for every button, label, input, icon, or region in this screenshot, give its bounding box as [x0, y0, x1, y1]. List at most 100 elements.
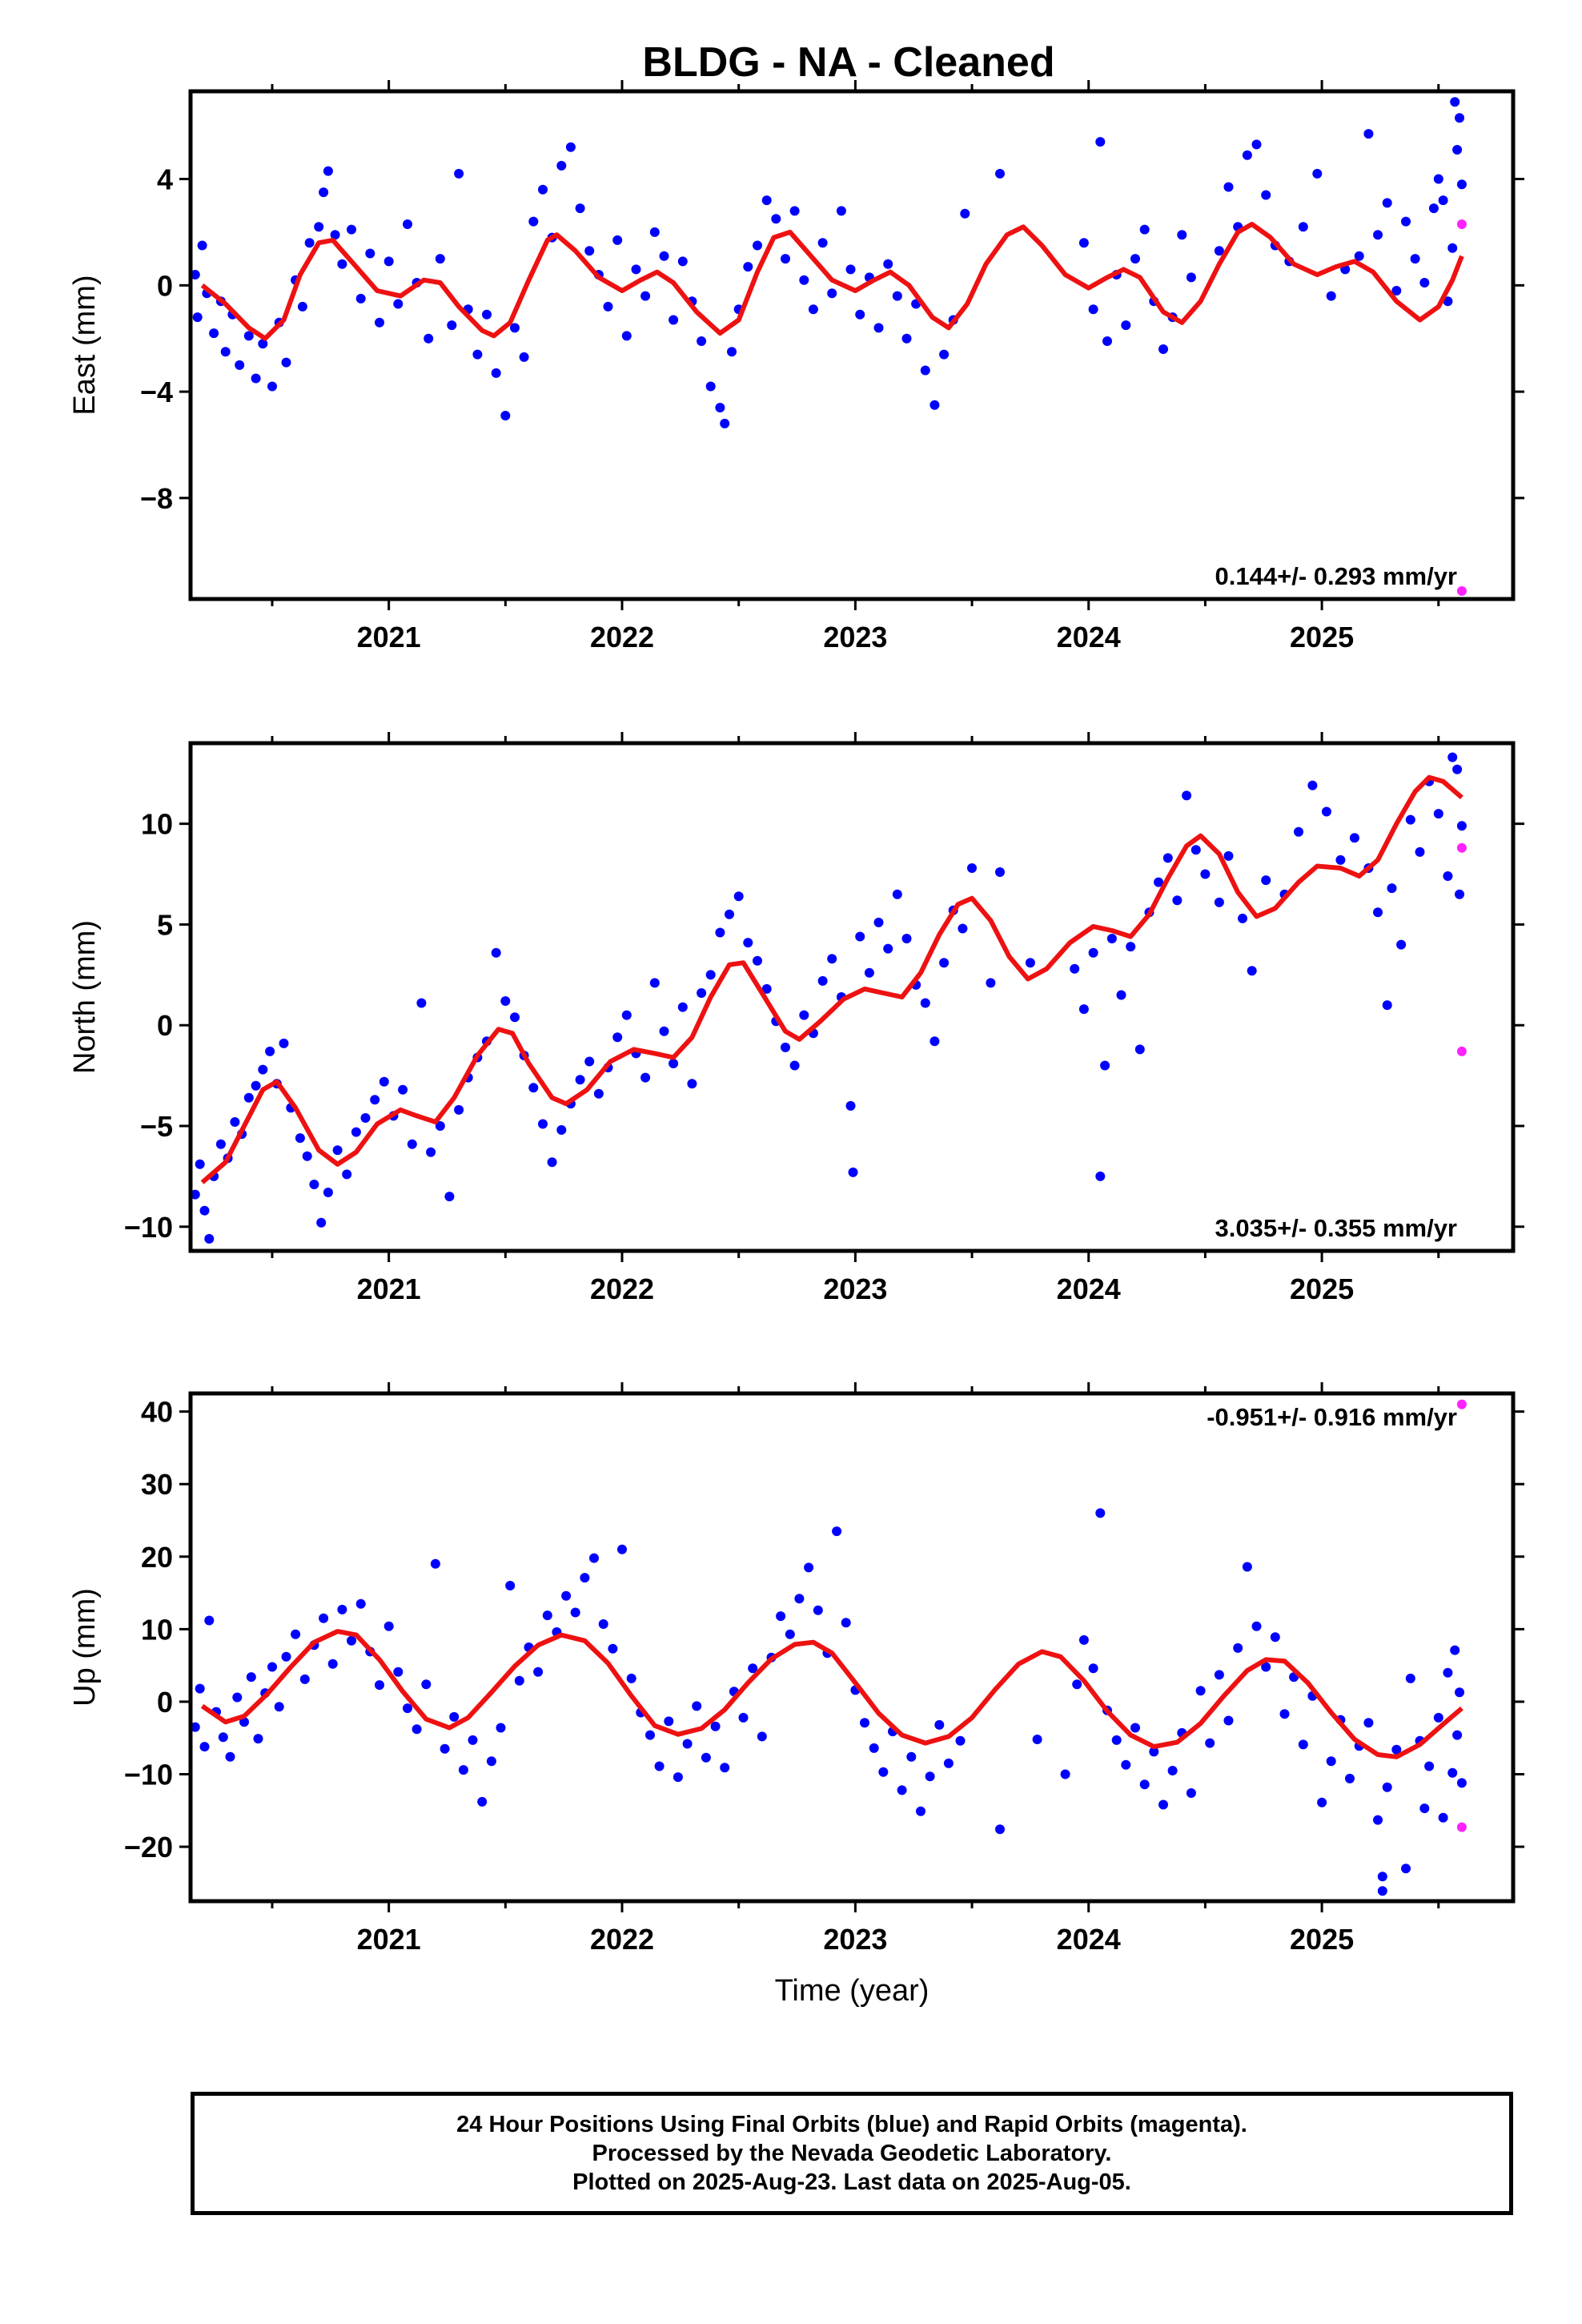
final-orbit-point: [468, 1735, 478, 1745]
final-orbit-point: [649, 978, 660, 988]
final-orbit-point: [1111, 1735, 1122, 1745]
final-orbit-point: [258, 1064, 268, 1075]
final-orbit-point: [955, 1735, 966, 1746]
final-orbit-point: [1455, 889, 1464, 899]
y-tick-label: 30: [141, 1468, 173, 1501]
final-orbit-point: [669, 315, 679, 325]
final-orbit-point: [789, 1060, 800, 1071]
final-orbit-point: [808, 304, 818, 315]
final-orbit-point: [608, 1643, 618, 1654]
final-orbit-point: [1307, 780, 1318, 790]
final-orbit-point: [738, 1712, 749, 1723]
x-tick-label: 2023: [823, 1273, 887, 1305]
final-orbit-point: [472, 349, 483, 360]
final-orbit-point: [458, 1765, 468, 1775]
final-orbit-point: [1447, 243, 1458, 253]
final-orbit-point: [692, 1701, 702, 1711]
x-tick-label: 2025: [1290, 1273, 1354, 1305]
final-orbit-point: [771, 214, 781, 224]
rate-label: 3.035+/- 0.355 mm/yr: [1215, 1214, 1457, 1242]
rapid-orbit-point: [1456, 842, 1467, 853]
final-orbit-point: [753, 240, 762, 251]
final-orbit-point: [720, 418, 730, 428]
final-orbit-point: [1456, 1778, 1467, 1788]
final-orbit-point: [267, 1662, 277, 1672]
final-orbit-point: [1438, 1812, 1448, 1823]
final-orbit-point: [817, 238, 828, 248]
final-orbit-point: [1130, 254, 1140, 264]
final-orbit-point: [496, 1723, 506, 1733]
final-orbit-point: [435, 254, 445, 264]
final-orbit-point: [901, 934, 912, 943]
final-orbit-point: [1443, 871, 1453, 881]
final-orbit-point: [1186, 272, 1196, 283]
final-orbit-point: [697, 336, 707, 346]
final-orbit-point: [827, 954, 837, 964]
final-orbit-point: [1251, 139, 1262, 150]
final-orbit-point: [1387, 883, 1397, 894]
final-orbit-point: [1373, 907, 1383, 918]
final-orbit-point: [659, 251, 669, 261]
fit-line: [200, 1629, 1464, 1759]
final-orbit-point: [817, 975, 828, 986]
final-orbit-point: [225, 1751, 235, 1762]
final-orbit-point: [1126, 942, 1136, 952]
final-orbit-point: [1396, 939, 1407, 950]
final-orbit-point: [1095, 1508, 1106, 1518]
final-orbit-point: [281, 357, 291, 368]
final-orbit-point: [761, 983, 772, 994]
final-orbit-point: [1214, 1670, 1224, 1680]
final-orbit-point: [794, 1594, 805, 1604]
final-orbit-point: [542, 1610, 552, 1621]
final-orbit-point: [649, 227, 660, 237]
final-orbit-point: [561, 1590, 572, 1601]
final-orbit-point: [1377, 1886, 1387, 1896]
final-orbit-point: [1223, 1715, 1234, 1726]
final-orbit-point: [1317, 1797, 1327, 1807]
final-orbit-point: [654, 1761, 665, 1771]
final-orbit-point: [1401, 216, 1411, 227]
final-orbit-point: [1438, 195, 1448, 206]
final-orbit-point: [1382, 198, 1392, 208]
final-orbit-point: [500, 411, 511, 420]
rapid-orbit-point: [1456, 1822, 1467, 1832]
final-orbit-point: [1294, 826, 1303, 837]
final-orbit-point: [1363, 129, 1374, 139]
final-orbit-point: [421, 1679, 432, 1690]
x-tick-label: 2022: [590, 1923, 654, 1956]
final-orbit-point: [514, 1675, 524, 1686]
final-orbit-point: [920, 365, 930, 376]
final-orbit-point: [383, 256, 394, 267]
final-orbit-point: [454, 1104, 464, 1115]
caption-box: 24 Hour Positions Using Final Orbits (bl…: [191, 2092, 1513, 2215]
final-orbit-point: [1134, 1044, 1145, 1055]
final-orbit-point: [235, 360, 245, 370]
final-orbit-point: [845, 1100, 856, 1111]
final-orbit-point: [1233, 1642, 1243, 1653]
final-orbit-point: [1251, 1621, 1262, 1631]
final-orbit-point: [1158, 344, 1168, 354]
final-orbit-point: [1354, 251, 1364, 261]
x-tick-label: 2022: [590, 1273, 654, 1305]
final-orbit-point: [1456, 821, 1467, 831]
final-orbit-point: [323, 1188, 333, 1197]
final-orbit-point: [1214, 246, 1224, 256]
final-orbit-point: [687, 1079, 697, 1089]
y-tick-label: 0: [157, 1009, 173, 1042]
y-tick-label: −5: [140, 1110, 173, 1143]
final-orbit-point: [195, 1159, 205, 1169]
final-orbit-point: [1419, 278, 1430, 287]
x-tick-label: 2025: [1290, 621, 1354, 653]
final-orbit-point: [342, 1169, 352, 1180]
final-orbit-point: [799, 275, 809, 285]
final-orbit-point: [958, 923, 968, 934]
final-orbit-point: [491, 368, 501, 378]
final-orbit-point: [190, 1722, 200, 1732]
final-orbit-point: [279, 1038, 289, 1048]
final-orbit-point: [393, 299, 404, 309]
final-orbit-point: [204, 1233, 215, 1244]
rapid-orbit-point: [1456, 586, 1467, 596]
final-orbit-point: [1447, 752, 1458, 762]
final-orbit-point: [330, 230, 340, 240]
final-orbit-point: [1121, 320, 1131, 331]
